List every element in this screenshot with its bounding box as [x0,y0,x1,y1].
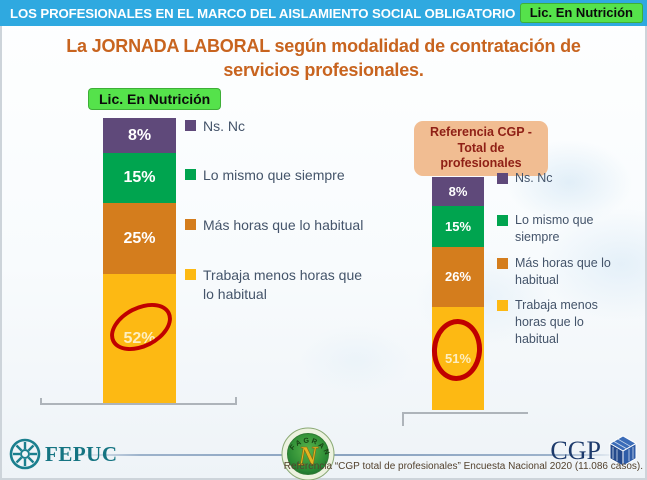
left-bar-segment-lo-mismo: 15% [103,153,176,203]
segment-label: 15% [444,218,472,234]
left-bar-segment-menos-horas: 52% [103,274,176,404]
legend-label: Lo mismo que siempre [515,213,594,244]
legend-swatch-mas-horas [185,219,196,230]
legend-item: Lo mismo que siempre [497,212,629,246]
right-stacked-bar: 8% 15% 26% 51% [432,177,484,411]
right-axis-line [402,412,528,414]
fagran-initial: N [297,441,319,471]
cgp-logo: CGP [550,433,641,469]
segment-label: 8% [448,183,468,199]
legend-swatch-lo-mismo [185,169,196,180]
cgp-emblem-icon [608,435,638,467]
left-chart-badge: Lic. En Nutrición [88,88,222,110]
cgp-label: CGP [550,436,601,465]
page-title: La JORNADA LABORAL según modalidad de co… [30,34,617,82]
legend-label: Ns. Nc [515,171,553,185]
legend-label: Más horas que lo habitual [515,256,611,287]
reference-note: Referencia “CGP total de profesionales” … [283,461,643,472]
segment-label: 26% [444,269,472,285]
reference-box-line-2: Total de profesionales [440,140,522,171]
segment-label: 52% [123,329,156,347]
header-badge: Lic. En Nutrición [519,3,643,23]
legend-label: Más horas que lo habitual [203,217,364,233]
page-title-line-2: servicios profesionales. [223,60,424,80]
reference-box-line-1: Referencia CGP - [430,125,532,139]
right-bar-segment-lo-mismo: 15% [432,205,484,247]
segment-label: 15% [123,169,156,187]
legend-item: Más horas que lo habitual [497,255,629,289]
right-axis-tick [402,412,404,426]
right-bar-segment-mas-horas: 26% [432,246,484,307]
segment-label: 51% [444,350,472,366]
legend-swatch-menos-horas [497,300,508,311]
legend-swatch-lo-mismo [497,215,508,226]
legend-swatch-ns-nc [497,173,508,184]
left-bar-segment-ns-nc: 8% [103,118,176,154]
legend-item: Ns. Nc [185,117,245,136]
legend-item: Lo mismo que siempre [185,166,345,185]
reference-box: Referencia CGP - Total de profesionales [414,121,548,176]
left-axis-line [40,403,237,405]
header-title: LOS PROFESIONALES EN EL MARCO DEL AISLAM… [10,5,516,21]
segment-label: 25% [123,229,156,247]
left-axis-tick [235,397,237,404]
left-axis-tick [40,398,42,404]
header-bar: LOS PROFESIONALES EN EL MARCO DEL AISLAM… [0,0,647,26]
fepuc-label: FEPUC [45,441,118,466]
left-stacked-bar: 8% 15% 25% 52% [103,118,176,404]
footer-divider [75,454,620,456]
fagran-logo: FAGRAN N [281,426,335,480]
right-bar-segment-ns-nc: 8% [432,177,484,206]
legend-label: Lo mismo que siempre [203,167,345,183]
fepuc-logo: FEPUC [8,437,118,471]
legend-item: Trabaja menos horas que lo habitual [497,297,629,348]
legend-item: Ns. Nc [497,170,553,187]
page-title-line-1: La JORNADA LABORAL según modalidad de co… [66,36,581,56]
legend-item: Trabaja menos horas que lo habitual [185,266,367,304]
legend-label: Ns. Nc [203,118,245,134]
legend-label: Trabaja menos horas que lo habitual [203,267,363,302]
legend-label: Trabaja menos horas que lo habitual [515,298,598,346]
segment-label: 8% [127,126,152,144]
legend-item: Más horas que lo habitual [185,216,363,235]
fagran-emblem-icon: FAGRAN N [281,427,335,480]
legend-swatch-menos-horas [185,269,196,280]
right-bar-segment-menos-horas: 51% [432,306,484,411]
legend-swatch-mas-horas [497,258,508,269]
left-bar-segment-mas-horas: 25% [103,203,176,275]
fepuc-wheel-icon [9,438,41,470]
legend-swatch-ns-nc [185,120,196,131]
